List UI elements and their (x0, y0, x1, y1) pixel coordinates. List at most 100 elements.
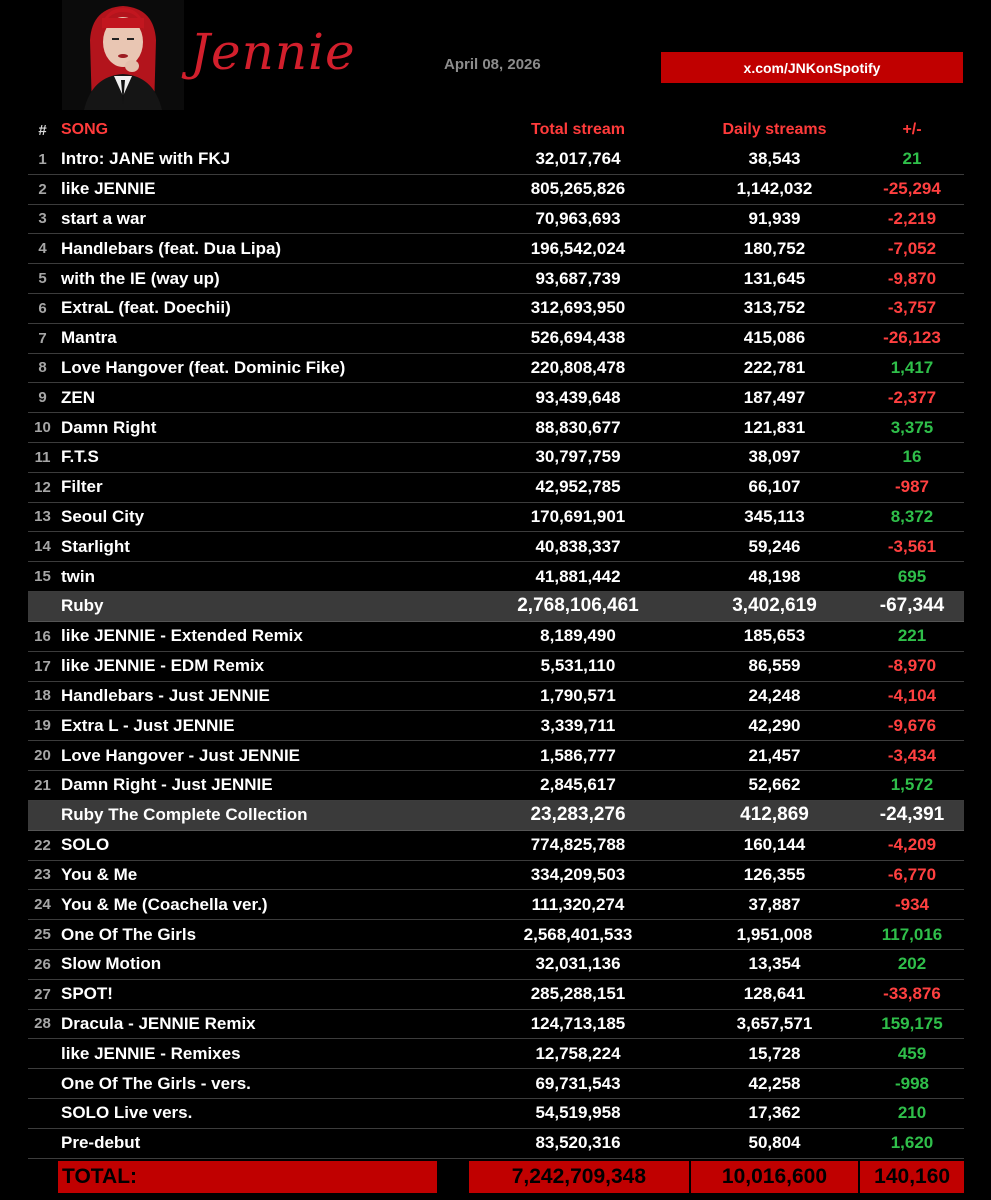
total-streams: 2,845,617 (540, 775, 616, 795)
song-title: Dracula - JENNIE Remix (61, 1013, 256, 1033)
stream-change: -3,561 (887, 536, 937, 556)
col-num-header: # (38, 121, 47, 139)
jennie-logo: Jennie (190, 23, 356, 81)
total-streams: 23,283,276 (530, 804, 626, 826)
row-number: 28 (34, 1015, 51, 1033)
stream-change: 3,375 (890, 417, 934, 437)
song-title: Love Hangover - Just JENNIE (61, 745, 301, 765)
row-number: 6 (38, 299, 47, 317)
table-row: 3 start a war 70,963,693 91,939 -2,219 (28, 205, 964, 235)
stream-change: -934 (894, 894, 930, 914)
table-row: 23 You & Me 334,209,503 126,355 -6,770 (28, 861, 964, 891)
total-streams: 12,758,224 (535, 1043, 621, 1063)
row-number: 5 (38, 270, 47, 288)
row-number: 21 (34, 776, 51, 794)
daily-streams: 91,939 (748, 208, 801, 228)
row-number: 8 (38, 359, 47, 377)
artist-portrait-icon (62, 0, 184, 110)
total-streams: 32,017,764 (535, 149, 621, 169)
daily-streams: 13,354 (748, 954, 801, 974)
table-row: 9 ZEN 93,439,648 187,497 -2,377 (28, 383, 964, 414)
total-streams: 124,713,185 (530, 1013, 626, 1033)
song-title: Handlebars - Just JENNIE (61, 685, 270, 705)
row-number: 4 (38, 240, 47, 258)
daily-streams: 412,869 (740, 804, 809, 826)
daily-streams: 222,781 (743, 357, 806, 377)
daily-streams: 21,457 (748, 745, 801, 765)
table-row: 24 You & Me (Coachella ver.) 111,320,274 37… (28, 890, 964, 921)
table-row: One Of The Girls - vers. 69,731,543 42,258… (28, 1069, 964, 1099)
table-row: 15 twin 41,881,442 48,198 695 (28, 562, 964, 592)
report-date: April 08, 2026 (444, 56, 541, 73)
row-number: 23 (34, 866, 51, 884)
total-streams: 41,881,442 (535, 566, 621, 586)
song-title: Filter (61, 477, 103, 497)
totals-daily-streams: 10,016,600 (690, 1160, 859, 1193)
stream-change: -8,970 (887, 656, 937, 676)
stream-change: 1,572 (890, 775, 934, 795)
row-number: 16 (34, 627, 51, 645)
row-number: 10 (34, 419, 51, 437)
row-number: 15 (34, 568, 51, 586)
row-number: 27 (34, 985, 51, 1003)
daily-streams: 3,402,619 (732, 595, 817, 617)
song-title: Intro: JANE with FKJ (61, 149, 231, 169)
song-title: like JENNIE - Remixes (61, 1043, 241, 1063)
song-title: like JENNIE (61, 179, 156, 199)
table-row: 12 Filter 42,952,785 66,107 -987 (28, 473, 964, 503)
table-row: 11 F.T.S 30,797,759 38,097 16 (28, 443, 964, 473)
total-streams: 526,694,438 (530, 328, 626, 348)
totals-diff: 140,160 (860, 1160, 965, 1193)
col-diff-header: +/- (902, 121, 922, 138)
stream-change: 695 (897, 566, 927, 586)
stream-change: 459 (897, 1043, 927, 1063)
album-subtotal-row: Ruby The Complete Collection 23,283,276 41… (28, 800, 964, 831)
header: Jennie April 08, 2026 x.com/JNKonSpotify (0, 0, 991, 115)
totals-label: TOTAL: (58, 1160, 438, 1193)
table-row: 5 with the IE (way up) 93,687,739 131,645 -9… (28, 264, 964, 294)
album-subtotal-row: Ruby 2,768,106,461 3,402,619 -67,344 (28, 591, 964, 622)
daily-streams: 131,645 (743, 268, 806, 288)
song-title: Seoul City (61, 506, 145, 526)
total-streams: 83,520,316 (535, 1133, 621, 1153)
table-row: 14 Starlight 40,838,337 59,246 -3,561 (28, 532, 964, 563)
total-streams: 40,838,337 (535, 536, 621, 556)
stream-change: 159,175 (881, 1013, 943, 1033)
stream-change: -987 (894, 477, 930, 497)
total-streams: 334,209,503 (530, 864, 626, 884)
song-title: Ruby The Complete Collection (61, 805, 308, 825)
total-streams: 1,586,777 (540, 745, 616, 765)
daily-streams: 86,559 (748, 656, 801, 676)
song-title: Pre-debut (61, 1133, 141, 1153)
stream-change: -2,377 (887, 387, 937, 407)
totals-row: TOTAL: 7,242,709,348 10,016,600 140,160 (28, 1159, 965, 1195)
table-row: 20 Love Hangover - Just JENNIE 1,586,777 21… (28, 741, 964, 771)
daily-streams: 24,248 (748, 685, 801, 705)
daily-streams: 3,657,571 (736, 1013, 813, 1033)
total-streams: 54,519,958 (535, 1103, 621, 1123)
total-streams: 93,439,648 (535, 387, 621, 407)
song-title: Damn Right - Just JENNIE (61, 775, 273, 795)
stream-change: -7,052 (887, 238, 937, 258)
stream-change: 210 (897, 1103, 927, 1123)
song-title: Slow Motion (61, 954, 162, 974)
total-streams: 774,825,788 (530, 835, 626, 855)
daily-streams: 185,653 (743, 626, 806, 646)
row-number: 12 (34, 478, 51, 496)
song-title: Mantra (61, 328, 117, 348)
row-number: 2 (38, 180, 47, 198)
stream-change: 202 (897, 954, 927, 974)
row-number: 13 (34, 508, 51, 526)
col-song-header: SONG (61, 121, 109, 138)
spotify-account-link[interactable]: x.com/JNKonSpotify (661, 52, 963, 83)
stream-change: -3,757 (887, 298, 937, 318)
daily-streams: 187,497 (743, 387, 806, 407)
stream-change: -2,219 (887, 208, 937, 228)
table-row: 1 Intro: JANE with FKJ 32,017,764 38,543 21 (28, 145, 964, 175)
stream-change: 1,417 (890, 357, 934, 377)
col-total-header: Total stream (531, 121, 625, 138)
stream-change: 221 (897, 626, 927, 646)
daily-streams: 66,107 (748, 477, 801, 497)
table-row: Pre-debut 83,520,316 50,804 1,620 (28, 1129, 964, 1159)
